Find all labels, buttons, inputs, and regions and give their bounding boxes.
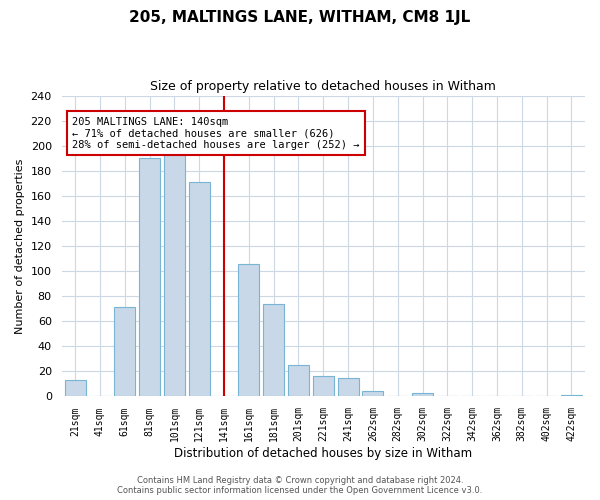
Bar — [338, 378, 359, 396]
Bar — [65, 380, 86, 396]
Bar — [362, 392, 383, 396]
Text: 205, MALTINGS LANE, WITHAM, CM8 1JL: 205, MALTINGS LANE, WITHAM, CM8 1JL — [130, 10, 470, 25]
Bar — [238, 264, 259, 396]
Bar — [288, 365, 309, 396]
Bar — [313, 376, 334, 396]
Y-axis label: Number of detached properties: Number of detached properties — [15, 158, 25, 334]
Bar — [139, 158, 160, 396]
Bar — [164, 152, 185, 396]
Title: Size of property relative to detached houses in Witham: Size of property relative to detached ho… — [151, 80, 496, 93]
X-axis label: Distribution of detached houses by size in Witham: Distribution of detached houses by size … — [174, 447, 472, 460]
Bar — [188, 182, 210, 396]
Text: Contains HM Land Registry data © Crown copyright and database right 2024.
Contai: Contains HM Land Registry data © Crown c… — [118, 476, 482, 495]
Bar — [412, 392, 433, 396]
Bar — [114, 308, 136, 396]
Bar — [263, 304, 284, 396]
Text: 205 MALTINGS LANE: 140sqm
← 71% of detached houses are smaller (626)
28% of semi: 205 MALTINGS LANE: 140sqm ← 71% of detac… — [72, 116, 359, 150]
Bar — [561, 395, 582, 396]
